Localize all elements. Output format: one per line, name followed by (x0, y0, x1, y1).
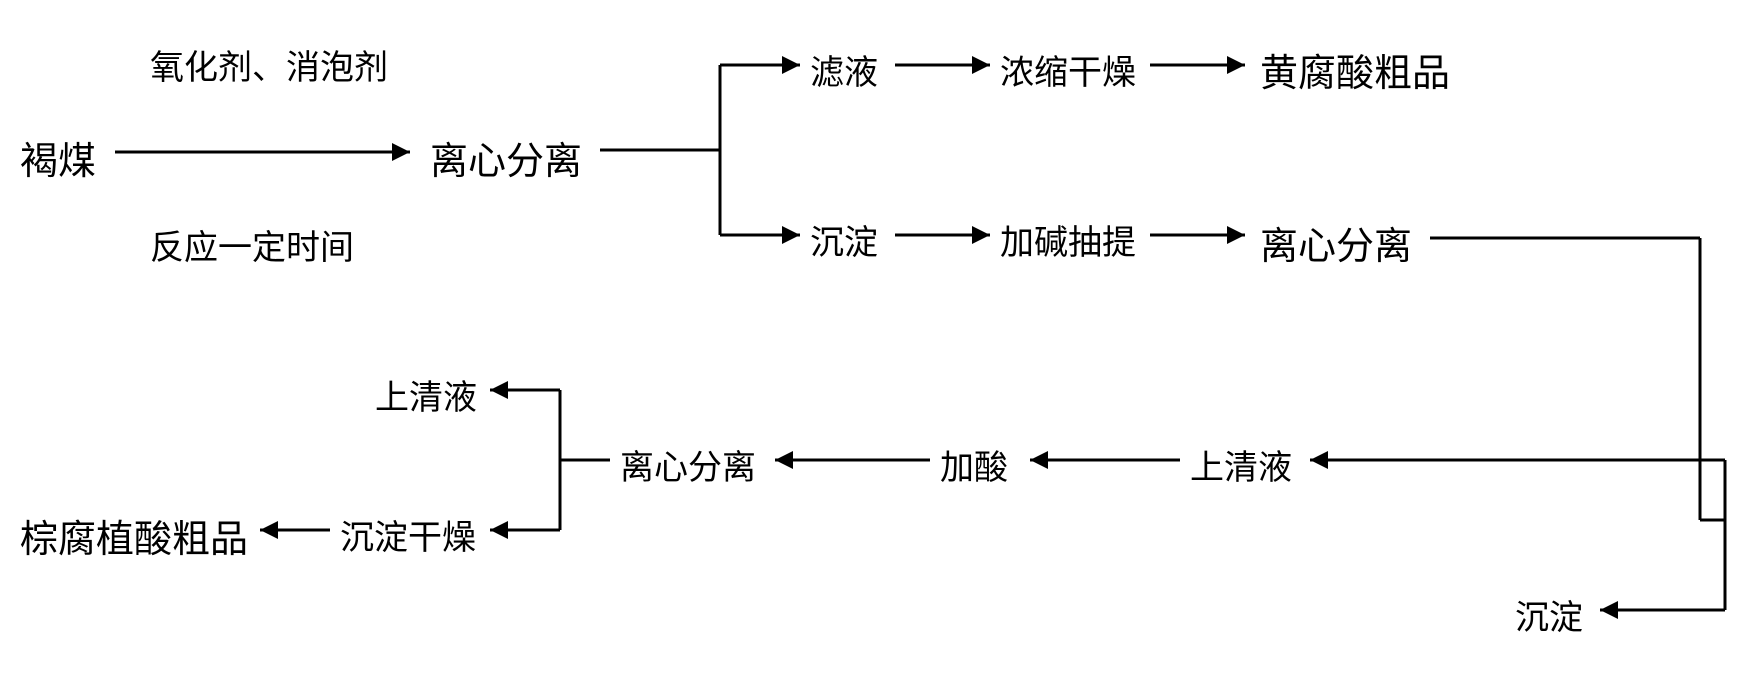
flow-node-n9: 加碱抽提 (1000, 215, 1136, 264)
flowchart-edges (0, 0, 1750, 680)
flow-node-n11: 上清液 (1190, 440, 1292, 489)
flow-node-n6: 浓缩干燥 (1000, 45, 1136, 94)
flow-node-n3: 离心分离 (430, 130, 582, 185)
flow-node-n4: 反应一定时间 (150, 220, 354, 269)
flow-node-n13: 加酸 (940, 440, 1008, 489)
flow-node-n14: 离心分离 (620, 440, 756, 489)
flow-node-n7: 黄腐酸粗品 (1260, 42, 1450, 97)
flow-node-n1: 氧化剂、消泡剂 (150, 40, 388, 89)
flow-node-n2: 褐煤 (20, 130, 96, 185)
flow-node-n10: 离心分离 (1260, 215, 1412, 270)
flow-node-n8: 沉淀 (810, 215, 878, 264)
flow-node-n12: 沉淀 (1515, 590, 1583, 639)
flow-node-n5: 滤液 (810, 45, 878, 94)
flow-node-n15: 上清液 (375, 370, 477, 419)
flow-node-n16: 沉淀干燥 (340, 510, 476, 559)
flow-node-n17: 棕腐植酸粗品 (20, 508, 248, 563)
